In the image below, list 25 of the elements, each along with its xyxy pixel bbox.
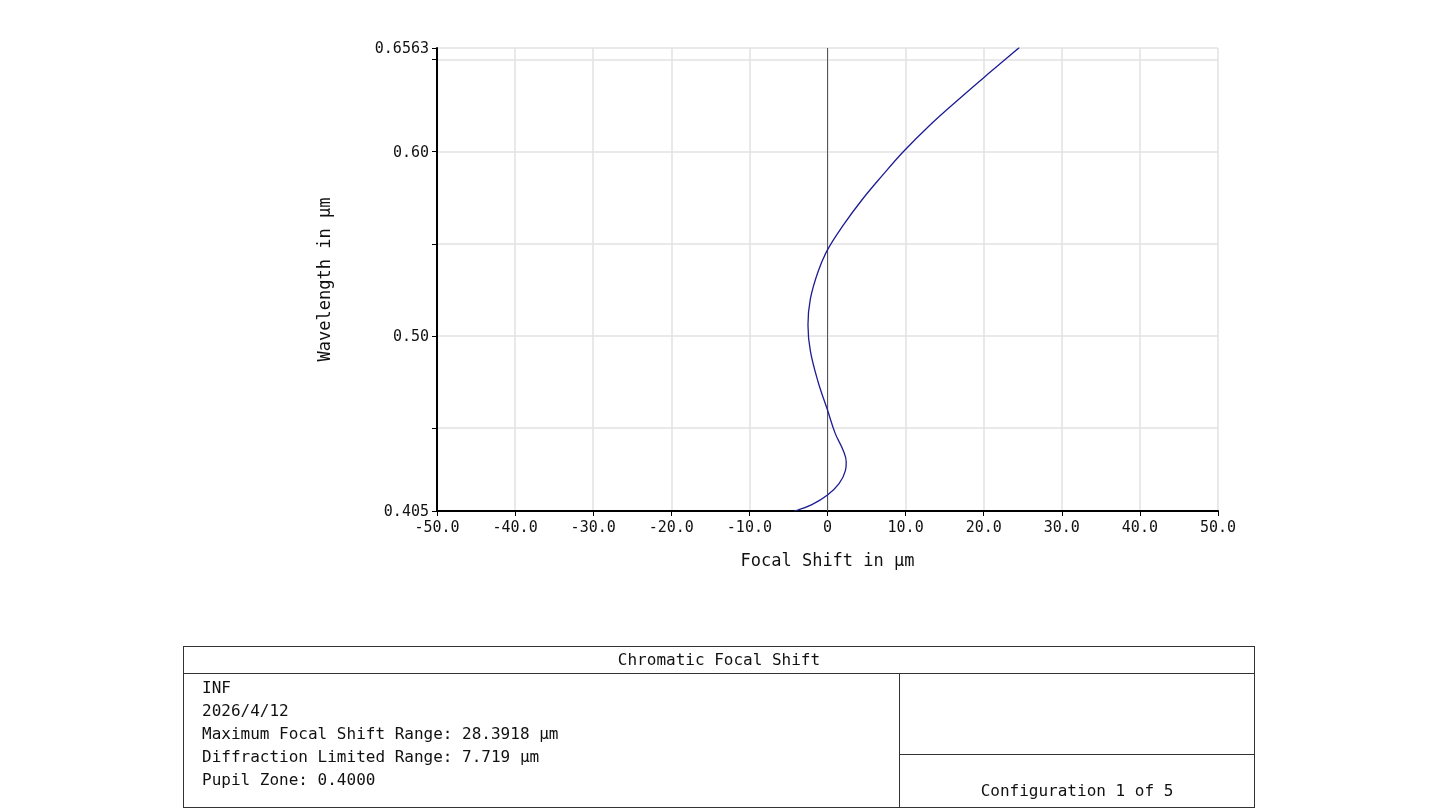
text: Pupil Zone: 0.4000 — [202, 769, 377, 791]
x-tick-label: -40.0 — [492, 517, 538, 536]
text: Diffraction Limited Range: 7.719 µm — [202, 746, 541, 768]
x-tick-label: 0 — [822, 517, 833, 536]
x-tick-label: -30.0 — [570, 517, 616, 536]
y-tick-label: 0.50 — [392, 326, 429, 345]
y-axis-title: Wavelength in µm — [313, 197, 334, 362]
text: Maximum Focal Shift Range: 28.3918 µm — [202, 723, 560, 745]
line-series — [794, 47, 1020, 512]
text: 2026/4/12 — [202, 700, 290, 722]
y-tick-label: 0.6563 — [374, 39, 429, 57]
x-tick-label: 20.0 — [965, 517, 1002, 536]
text: Configuration 1 of 5 — [900, 754, 1254, 807]
y-tick-label: 0.405 — [383, 502, 429, 520]
x-tick-label: 30.0 — [1043, 517, 1080, 536]
x-tick-label: 40.0 — [1121, 517, 1158, 536]
x-tick-label: -10.0 — [726, 517, 772, 536]
y-tick-label: 0.60 — [392, 142, 429, 161]
x-axis-title: Focal Shift in µm — [740, 549, 915, 570]
text: INF — [202, 677, 232, 699]
x-tick-label: 10.0 — [887, 517, 924, 536]
text: Chromatic Focal Shift — [184, 647, 1254, 674]
x-tick-label: -20.0 — [648, 517, 694, 536]
x-tick-label: -50.0 — [414, 517, 460, 536]
x-tick-label: 50.0 — [1199, 517, 1237, 536]
